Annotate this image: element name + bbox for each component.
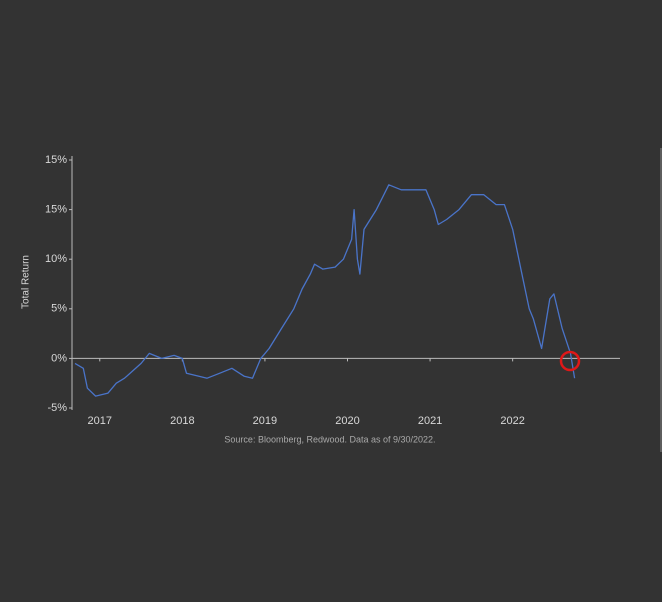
y-axis-label: Total Return xyxy=(21,255,32,309)
line-series xyxy=(74,184,576,397)
x-tick-label: 2019 xyxy=(253,415,277,427)
x-tick-label: 2022 xyxy=(500,415,524,427)
y-tick-label: -5% xyxy=(47,402,67,414)
source-note: Source: Bloomberg, Redwood. Data as of 9… xyxy=(224,434,435,444)
x-tick-label: 2020 xyxy=(335,415,359,427)
x-tick-label: 2017 xyxy=(88,415,112,427)
y-tick-label: 10% xyxy=(45,253,67,265)
highlight-circle xyxy=(559,350,581,372)
y-tick-label: 15% xyxy=(45,204,67,216)
x-tick-label: 2018 xyxy=(170,415,194,427)
y-tick-label: 5% xyxy=(51,303,67,315)
y-tick-label: 15% xyxy=(45,154,67,166)
y-tick-label: 0% xyxy=(51,352,67,364)
x-tick-label: 2021 xyxy=(418,415,442,427)
